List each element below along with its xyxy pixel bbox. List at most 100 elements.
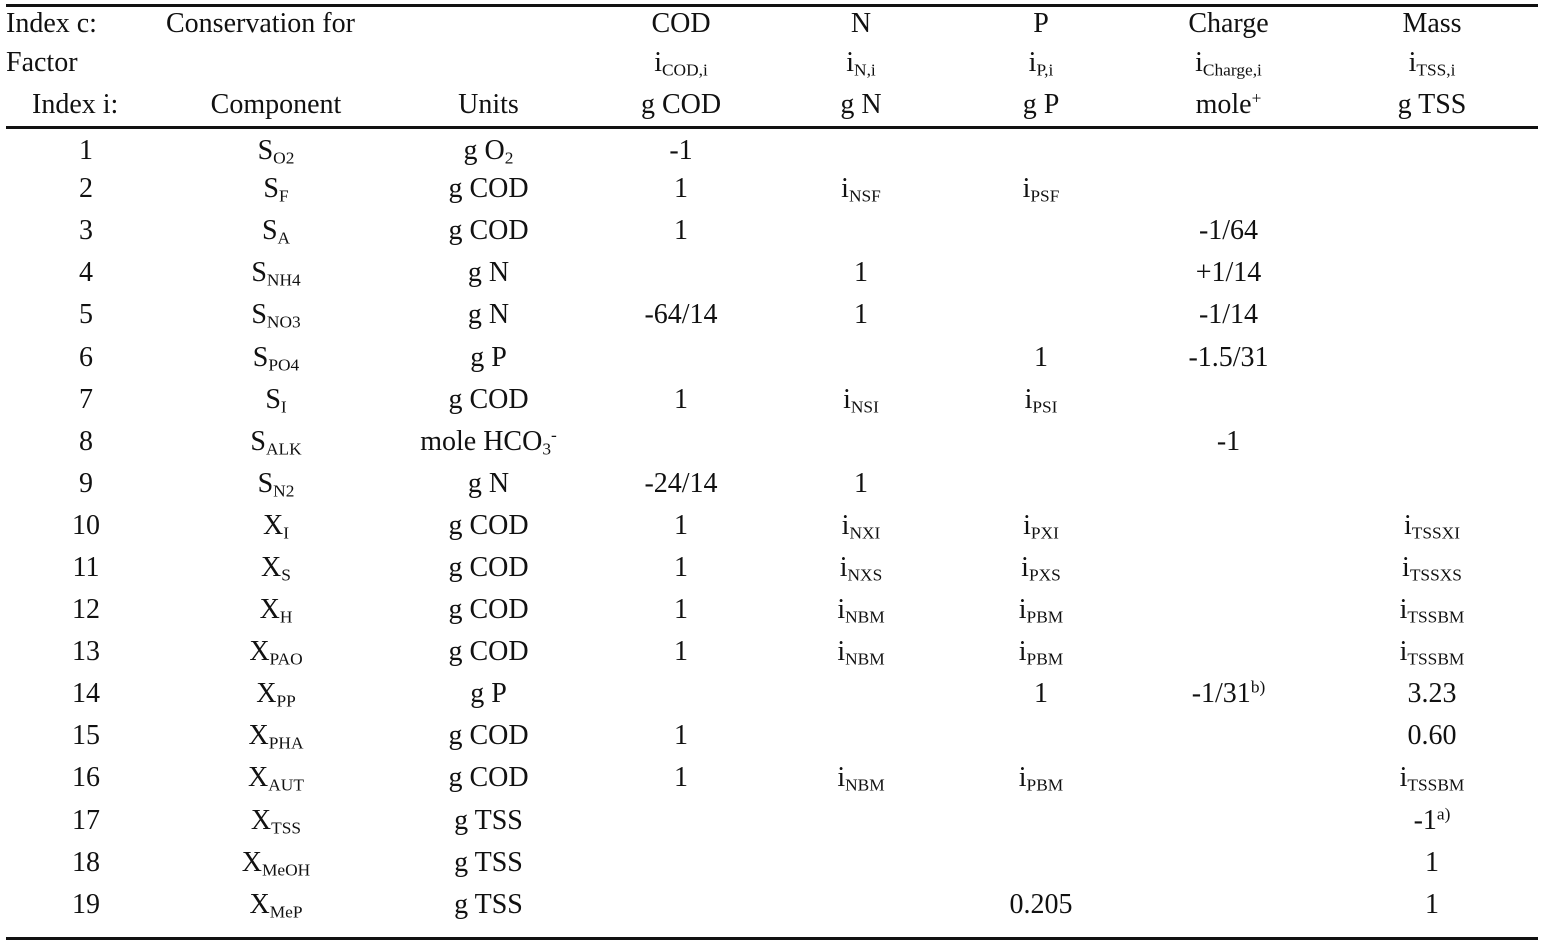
table-row: 9 SN2 g N -24/14 1: [6, 463, 1538, 505]
table-row: 10 XI g COD 1 iNXI iPXI iTSSXI: [6, 505, 1538, 547]
component-symbol: SO2: [257, 135, 295, 168]
p-value: iPSI: [1024, 383, 1058, 416]
units-label: Units: [458, 89, 519, 120]
header-bottom-rule: [6, 126, 1538, 129]
composition-matrix-table: Index c: Conservation for COD N P Charge…: [6, 0, 1538, 926]
n-value: [771, 884, 951, 926]
table-top-rule: [6, 4, 1538, 7]
component-symbol: XMeP: [249, 888, 303, 922]
charge-value: -1/14: [1198, 299, 1259, 331]
row-index: 18: [72, 846, 100, 878]
p-value: 1: [1034, 678, 1048, 710]
p-value: iPSF: [1022, 173, 1060, 206]
mass-unit: g TSS: [1397, 89, 1467, 120]
n-value: iNXS: [839, 551, 883, 585]
cod-value: [591, 336, 771, 378]
component-units: g COD: [448, 173, 529, 205]
p-value: iPBM: [1018, 636, 1064, 669]
component-symbol: XI: [262, 509, 289, 543]
component-symbol: XPHA: [248, 720, 304, 753]
mass-value: [1326, 126, 1538, 168]
component-units: g COD: [448, 720, 529, 752]
cod-factor: iCOD,i: [654, 47, 708, 80]
p-value: [951, 252, 1131, 294]
charge-value: -1/64: [1198, 215, 1259, 247]
p-value: [951, 210, 1131, 252]
p-value: 0.205: [1009, 888, 1073, 920]
component-units: g TSS: [454, 804, 523, 836]
charge-value: -1: [1216, 425, 1241, 457]
row-index: 17: [72, 804, 100, 836]
component-symbol: SALK: [250, 425, 302, 459]
table-row: 8 SALK mole HCO3- -1: [6, 421, 1538, 463]
table-row: 14 XPP g P 1 -1/31b) 3.23: [6, 673, 1538, 715]
mass-value: iTSSBM: [1399, 594, 1465, 627]
charge-column-header: Charge: [1188, 8, 1269, 39]
charge-value: +1/14: [1195, 257, 1262, 289]
mass-factor: iTSS,i: [1408, 47, 1456, 80]
table-row: 15 XPHA g COD 1 0.60: [6, 715, 1538, 757]
index-c-label: Index c:: [6, 8, 97, 39]
n-value: 1: [854, 467, 868, 499]
n-value: iNBM: [837, 594, 885, 627]
mass-value: iTSSBM: [1399, 636, 1465, 669]
component-units: g TSS: [454, 888, 523, 920]
table-row: 13 XPAO g COD 1 iNBM iPBM iTSSBM: [6, 631, 1538, 673]
table-row: 7 SI g COD 1 iNSI iPSI: [6, 379, 1538, 421]
table-row: 3 SA g COD 1 -1/64: [6, 210, 1538, 252]
component-units: g N: [467, 467, 510, 499]
p-value: [951, 421, 1131, 463]
component-label: Component: [210, 89, 342, 120]
n-value: iNBM: [837, 762, 885, 795]
charge-value: -1/31b): [1191, 677, 1266, 710]
charge-value: [1131, 631, 1326, 673]
component-symbol: XH: [259, 594, 293, 627]
conservation-for-label: Conservation for: [166, 8, 355, 39]
charge-value: [1131, 547, 1326, 589]
cod-value: 1: [674, 762, 688, 794]
cod-value: [591, 800, 771, 842]
table-row: 19 XMeP g TSS 0.205 1: [6, 884, 1538, 926]
component-units: g COD: [448, 551, 529, 583]
n-column-header: N: [850, 8, 872, 39]
charge-value: -1.5/31: [1188, 341, 1269, 373]
header-row-2: Factor iCOD,i iN,i iP,i iCharge,i iTSS,i: [6, 42, 1538, 84]
component-units: g P: [470, 341, 507, 373]
p-value: iPXS: [1021, 551, 1061, 585]
charge-value: [1131, 126, 1326, 168]
charge-value: [1131, 800, 1326, 842]
header-row-1: Index c: Conservation for COD N P Charge…: [6, 0, 1538, 42]
mass-value: [1326, 463, 1538, 505]
p-column-header: P: [1033, 8, 1049, 39]
p-unit: g P: [1022, 89, 1060, 120]
mass-value: 0.60: [1407, 720, 1457, 752]
row-index: 16: [72, 762, 100, 794]
charge-unit: mole+: [1195, 88, 1262, 120]
cod-value: -1: [669, 135, 693, 167]
row-index: 15: [72, 720, 100, 752]
n-unit: g N: [840, 89, 882, 120]
n-value: iNBM: [837, 636, 885, 669]
n-value: [771, 673, 951, 715]
n-value: [771, 842, 951, 884]
mass-value: 1: [1425, 846, 1439, 878]
component-symbol: XAUT: [248, 762, 304, 795]
mass-value: iTSSXS: [1402, 551, 1462, 585]
n-value: [771, 800, 951, 842]
row-index: 2: [79, 173, 93, 205]
component-symbol: SI: [265, 383, 287, 416]
n-value: [771, 421, 951, 463]
mass-value: [1326, 294, 1538, 336]
p-value: [951, 800, 1131, 842]
component-units: g N: [467, 257, 510, 289]
factor-label: Factor: [6, 47, 78, 78]
charge-value: [1131, 505, 1326, 547]
component-units: g P: [470, 678, 507, 710]
n-value: [771, 126, 951, 168]
mass-value: -1a): [1413, 804, 1451, 836]
row-index: 12: [72, 594, 100, 626]
table-body: 1 SO2 g O2 -1 2 SF g COD 1 iNSF iPSF 3 SA g COD 1 -1/6…: [6, 126, 1538, 926]
table-row: 18 XMeOH g TSS 1: [6, 842, 1538, 884]
component-symbol: XTSS: [250, 804, 302, 837]
